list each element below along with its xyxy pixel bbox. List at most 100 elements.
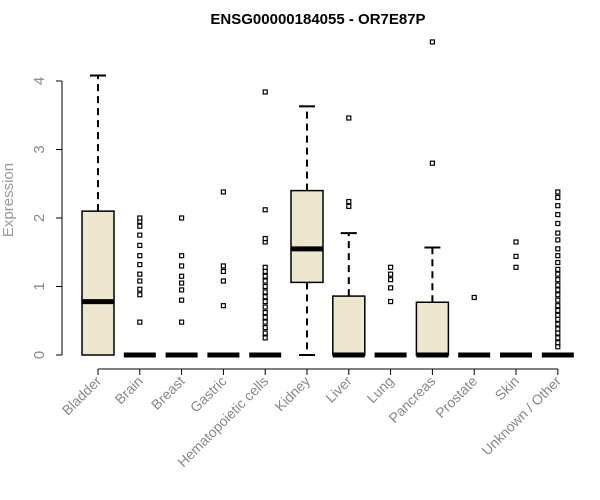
box-group [165,215,198,358]
outlier-point [429,39,435,45]
box-group [541,189,574,358]
outlier-point [555,271,561,277]
outlier-point [555,340,561,346]
x-tick-label: Unknown / Other [478,373,564,459]
outlier-point [555,326,561,332]
x-tick-label: Liver [322,373,355,406]
y-axis-ticks: 0 1 2 3 4 [31,77,62,359]
outlier-point [555,316,561,322]
x-tick-label: Skin [492,373,523,404]
outlier-point [555,211,561,218]
outlier-point [262,268,268,275]
outlier-point [220,303,226,309]
outlier-point [513,239,519,245]
box-group [458,294,491,358]
outlier-point [555,282,561,288]
x-tick-label: Lung [363,373,396,406]
outlier-point [555,189,561,195]
outlier-point [262,309,268,316]
y-tick-label: 3 [31,145,48,153]
outlier-point [555,230,561,236]
outlier-point [137,232,143,238]
y-tick-label: 0 [31,351,48,359]
outlier-point [220,189,226,195]
outlier-point [262,278,268,284]
outlier-point [137,253,143,259]
outlier-point [555,344,561,350]
outlier-point [555,203,561,209]
outlier-point [262,298,268,305]
x-tick-label: Kidney [272,373,314,415]
box-group [415,39,450,358]
outlier-point [137,271,143,277]
outlier-point [555,259,561,266]
y-axis-label: Expression [0,163,17,237]
outlier-point [513,264,519,270]
outlier-point [262,330,268,336]
x-tick-label: Brain [111,373,145,407]
outlier-point [262,319,268,325]
box-iqr [81,210,115,356]
outlier-point [388,264,394,270]
outlier-point [555,330,561,336]
outlier-point [555,335,561,341]
outlier-point [179,319,185,325]
outlier-point [388,271,394,277]
y-tick-label: 4 [31,77,48,85]
outlier-point [179,253,185,259]
outlier-point [179,273,185,279]
y-tick-label: 1 [31,282,48,290]
outlier-point [429,160,435,166]
outlier-point [346,203,352,209]
x-tick-label: Prostate [432,373,480,421]
outlier-point [555,246,561,252]
outlier-point [262,264,268,270]
plot-area [81,39,574,358]
box-iqr [332,295,366,356]
box-group [123,215,156,358]
outlier-point [262,289,268,295]
outlier-point [388,285,394,291]
box-group [81,74,115,356]
box-group [290,105,324,356]
outlier-point [137,292,143,298]
outlier-point [555,277,561,283]
outlier-point [179,297,185,303]
outlier-point [137,215,143,221]
outlier-point [555,307,561,314]
outlier-point [555,287,561,293]
outlier-point [220,278,226,284]
outlier-point [137,223,143,229]
outlier-point [555,266,561,272]
chart-title: ENSG00000184055 - OR7E87P [210,11,425,28]
outlier-point [555,253,561,259]
outlier-point [179,287,185,293]
outlier-point [555,194,561,201]
box-group [332,115,366,358]
box-iqr [415,301,450,356]
outlier-point [555,292,561,298]
outlier-point [137,319,143,325]
box-iqr [290,189,324,284]
box-group [207,189,240,358]
outlier-point [179,263,185,269]
outlier-point [137,278,143,284]
outlier-point [513,253,519,259]
outlier-point [346,198,352,205]
outlier-point [555,303,561,309]
outlier-point [262,207,268,213]
outlier-point [388,298,394,305]
outlier-point [346,115,352,121]
outlier-point [262,235,268,242]
outlier-point [262,335,268,341]
outlier-point [262,325,268,331]
outlier-point [220,268,226,275]
x-tick-label: Breast [148,373,188,413]
outlier-point [179,280,185,286]
outlier-point [388,277,394,283]
outlier-point [262,89,268,95]
outlier-point [220,263,226,269]
outlier-point [555,297,561,303]
